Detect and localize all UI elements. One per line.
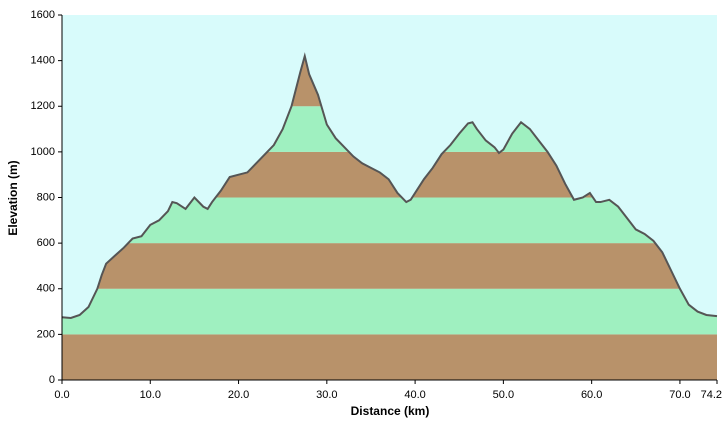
y-tick-label: 1600 — [31, 9, 55, 21]
x-tick-label: 74.2 — [701, 389, 722, 401]
y-tick-label: 1200 — [31, 100, 55, 112]
x-tick-label: 20.0 — [228, 389, 249, 401]
x-axis-title: Distance (km) — [351, 404, 430, 418]
y-tick-label: 1400 — [31, 55, 55, 67]
y-tick-label: 800 — [37, 191, 55, 203]
x-tick-label: 60.0 — [581, 389, 602, 401]
x-tick-label: 40.0 — [404, 389, 425, 401]
profile-line — [61, 52, 718, 319]
x-tick-label: 30.0 — [316, 389, 337, 401]
x-tick-label: 10.0 — [140, 389, 161, 401]
x-tick-label: 70.0 — [669, 389, 690, 401]
y-axis-title: Elevation (m) — [6, 160, 20, 235]
x-tick-label: 0.0 — [54, 389, 69, 401]
y-tick-label: 400 — [37, 283, 55, 295]
y-tick-label: 0 — [49, 374, 55, 386]
x-tick-label: 50.0 — [493, 389, 514, 401]
elevation-band — [62, 243, 717, 289]
y-tick-label: 600 — [37, 237, 55, 249]
y-tick-label: 1000 — [31, 146, 55, 158]
y-tick-label: 200 — [37, 328, 55, 340]
elevation-band — [62, 334, 717, 380]
elevation-band — [62, 288, 717, 335]
